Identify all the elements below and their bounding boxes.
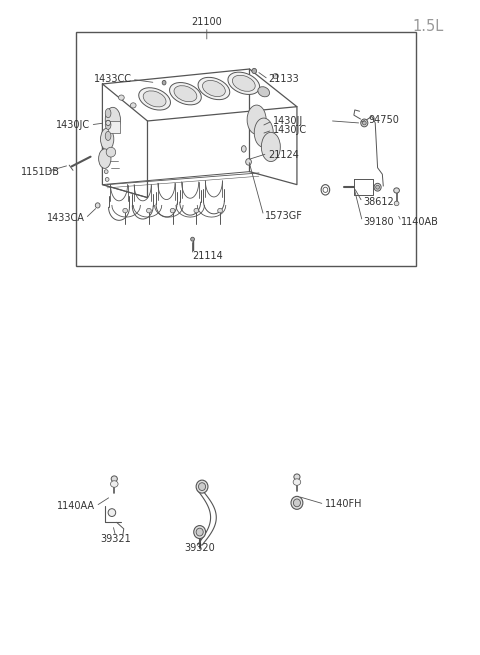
Ellipse shape — [273, 73, 278, 79]
Text: 1140AA: 1140AA — [57, 501, 96, 511]
Ellipse shape — [131, 103, 136, 108]
Bar — [76, 32, 416, 266]
Text: 21114: 21114 — [192, 251, 223, 261]
Ellipse shape — [110, 481, 118, 487]
Ellipse shape — [394, 188, 399, 193]
Ellipse shape — [191, 237, 194, 241]
Text: 94750: 94750 — [368, 115, 399, 124]
Ellipse shape — [169, 83, 201, 105]
Ellipse shape — [105, 121, 111, 130]
Ellipse shape — [376, 185, 380, 189]
Ellipse shape — [98, 149, 111, 168]
Ellipse shape — [196, 528, 203, 536]
Text: 21133: 21133 — [268, 75, 299, 84]
Ellipse shape — [139, 88, 170, 110]
Text: 1430JC: 1430JC — [273, 125, 307, 135]
Ellipse shape — [108, 509, 116, 517]
Text: 39320: 39320 — [184, 543, 215, 553]
Ellipse shape — [232, 75, 255, 91]
Text: 39180: 39180 — [363, 217, 394, 227]
Text: 1430JJ: 1430JJ — [273, 116, 303, 126]
Ellipse shape — [105, 178, 109, 181]
Ellipse shape — [247, 105, 266, 134]
Ellipse shape — [252, 68, 257, 73]
Bar — [108, 121, 120, 133]
Ellipse shape — [203, 81, 225, 96]
Ellipse shape — [105, 132, 111, 140]
Ellipse shape — [123, 208, 128, 213]
Text: 1430JC: 1430JC — [56, 120, 90, 130]
Ellipse shape — [293, 479, 301, 485]
Ellipse shape — [228, 72, 260, 94]
Ellipse shape — [254, 118, 273, 147]
Ellipse shape — [196, 480, 208, 493]
Ellipse shape — [362, 121, 366, 125]
Ellipse shape — [146, 208, 151, 213]
Text: 1140AB: 1140AB — [401, 217, 439, 227]
Ellipse shape — [106, 121, 110, 126]
Ellipse shape — [394, 201, 399, 206]
Ellipse shape — [198, 77, 230, 100]
Text: 38612: 38612 — [363, 197, 394, 207]
Ellipse shape — [162, 81, 166, 85]
Ellipse shape — [374, 183, 381, 191]
Ellipse shape — [294, 474, 300, 480]
Ellipse shape — [111, 476, 117, 481]
Ellipse shape — [104, 170, 108, 174]
Ellipse shape — [143, 91, 166, 107]
Ellipse shape — [293, 499, 300, 507]
Text: 1433CA: 1433CA — [47, 214, 85, 223]
Text: 1433CC: 1433CC — [94, 74, 132, 84]
Ellipse shape — [194, 208, 199, 213]
Text: 1.5L: 1.5L — [413, 19, 444, 34]
Ellipse shape — [96, 203, 100, 208]
Ellipse shape — [100, 128, 114, 150]
Text: 39321: 39321 — [100, 534, 131, 544]
Ellipse shape — [361, 119, 368, 127]
Ellipse shape — [194, 525, 205, 538]
Ellipse shape — [258, 86, 270, 97]
Ellipse shape — [218, 208, 222, 213]
Text: 21100: 21100 — [192, 17, 222, 28]
Ellipse shape — [170, 208, 175, 213]
Text: 21124: 21124 — [268, 150, 300, 160]
Ellipse shape — [246, 159, 252, 165]
Text: 1573GF: 1573GF — [264, 211, 302, 221]
Text: 1140FH: 1140FH — [325, 499, 363, 509]
Ellipse shape — [291, 496, 303, 510]
Ellipse shape — [174, 86, 197, 102]
Ellipse shape — [241, 145, 246, 152]
Ellipse shape — [119, 95, 124, 100]
Ellipse shape — [261, 132, 280, 162]
Ellipse shape — [105, 109, 111, 118]
Ellipse shape — [105, 107, 120, 132]
Ellipse shape — [199, 483, 205, 491]
Ellipse shape — [106, 147, 116, 157]
Text: 1151DB: 1151DB — [21, 166, 60, 177]
